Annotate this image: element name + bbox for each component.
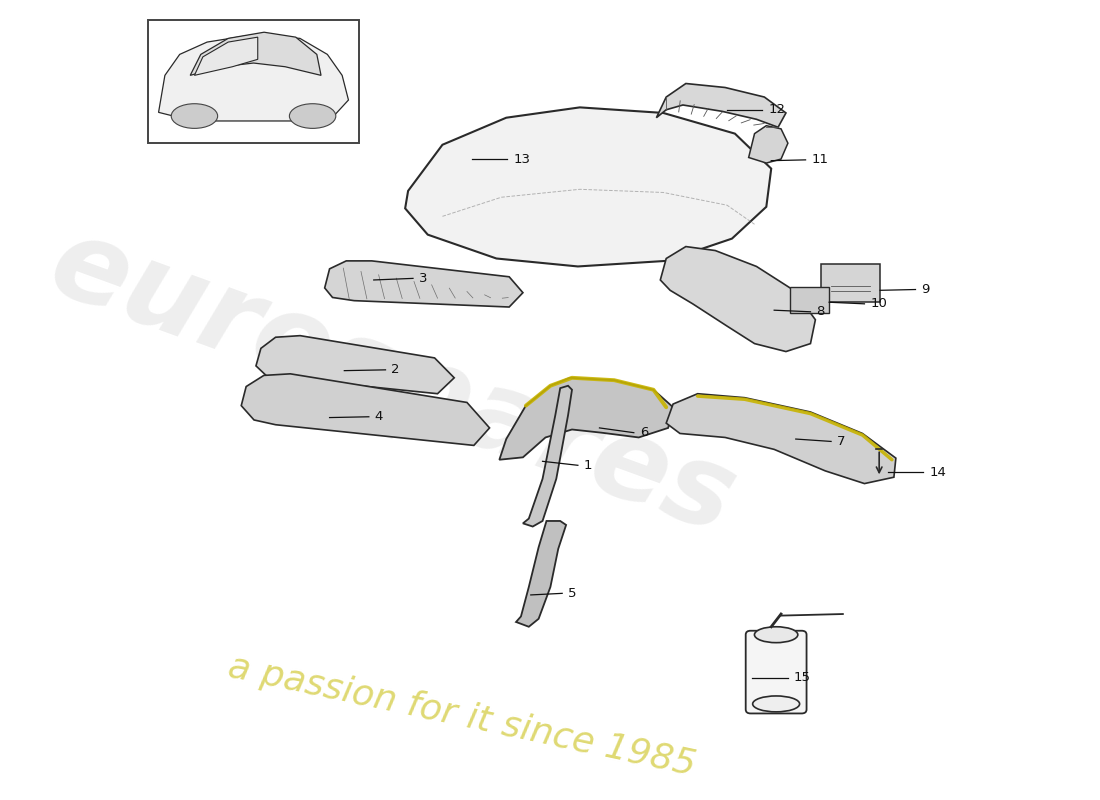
Text: 15: 15	[794, 671, 811, 684]
Text: 11: 11	[812, 154, 828, 166]
Text: 4: 4	[375, 410, 383, 423]
Text: 7: 7	[837, 435, 846, 448]
Polygon shape	[324, 261, 522, 307]
Polygon shape	[499, 378, 673, 460]
Text: a passion for it since 1985: a passion for it since 1985	[226, 650, 698, 782]
Text: 13: 13	[513, 153, 530, 166]
FancyBboxPatch shape	[822, 264, 880, 302]
Text: 9: 9	[922, 283, 930, 296]
FancyBboxPatch shape	[746, 630, 806, 714]
FancyBboxPatch shape	[148, 20, 359, 143]
Text: 5: 5	[568, 587, 576, 600]
Text: 14: 14	[930, 466, 946, 479]
Text: 6: 6	[640, 426, 648, 439]
Polygon shape	[660, 246, 815, 351]
Polygon shape	[405, 107, 771, 266]
Polygon shape	[256, 336, 454, 394]
Text: 3: 3	[419, 272, 428, 285]
Text: 2: 2	[392, 363, 400, 376]
Text: 12: 12	[768, 103, 785, 116]
Ellipse shape	[755, 626, 797, 642]
Ellipse shape	[289, 104, 336, 128]
Polygon shape	[195, 37, 257, 75]
Polygon shape	[158, 34, 349, 121]
Ellipse shape	[752, 696, 800, 712]
Ellipse shape	[172, 104, 218, 128]
Text: 10: 10	[870, 298, 888, 310]
Polygon shape	[190, 32, 321, 75]
Polygon shape	[657, 83, 785, 127]
Polygon shape	[667, 394, 895, 483]
FancyBboxPatch shape	[790, 287, 829, 313]
Polygon shape	[516, 521, 566, 626]
Text: 8: 8	[816, 306, 825, 318]
Text: eurospares: eurospares	[36, 206, 750, 557]
Polygon shape	[522, 386, 572, 526]
Polygon shape	[749, 126, 788, 163]
Text: 1: 1	[584, 458, 592, 472]
Polygon shape	[241, 374, 490, 446]
